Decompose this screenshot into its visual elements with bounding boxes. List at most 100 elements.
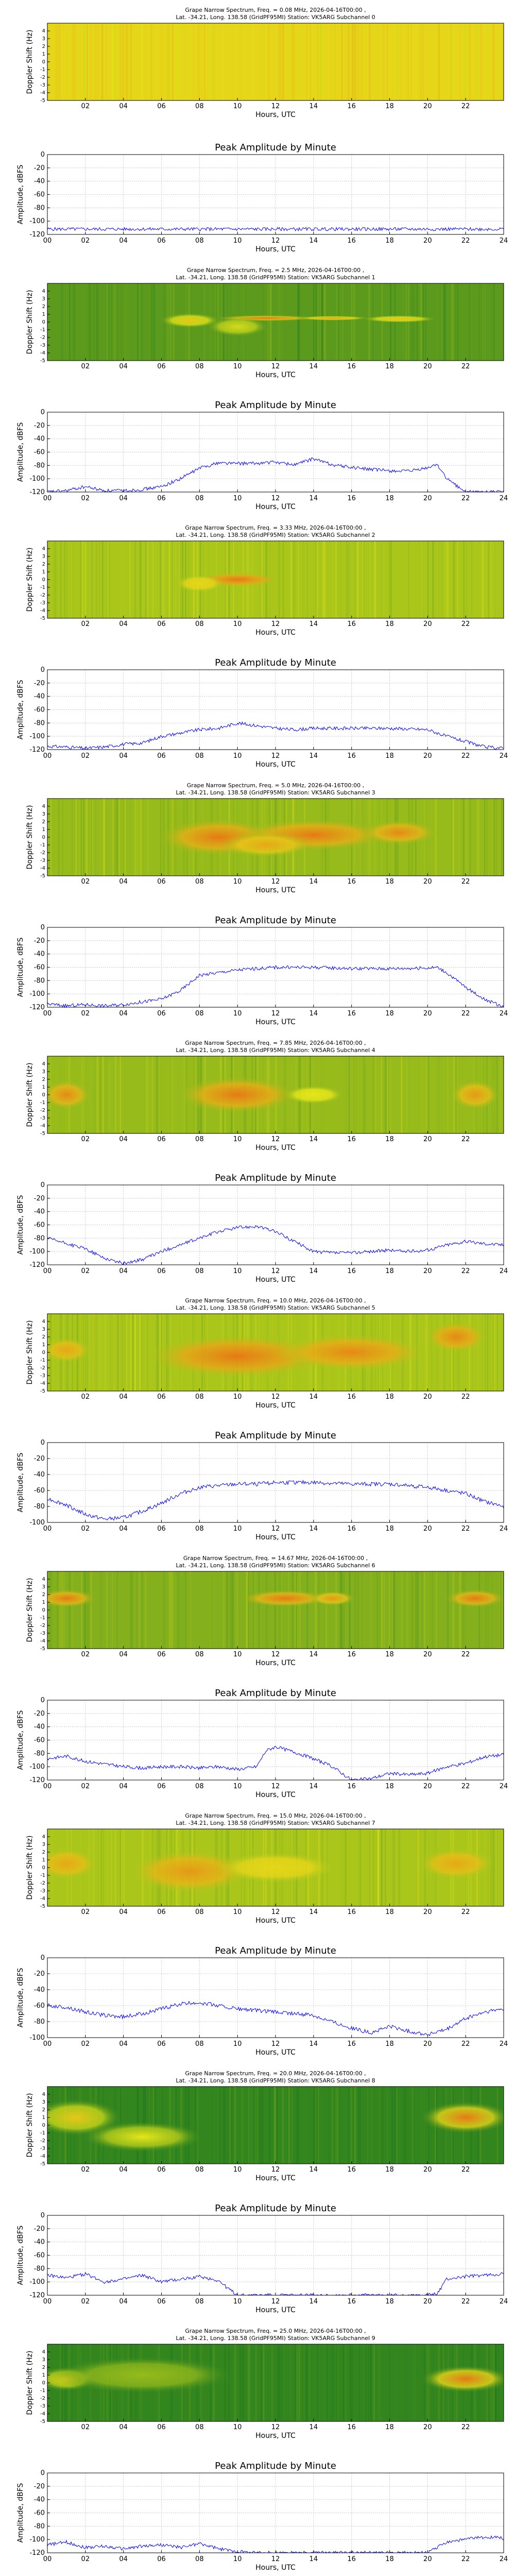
spectrogram-noise-stripe <box>345 2344 347 2421</box>
spectrogram-noise-stripe <box>323 283 325 361</box>
spectrogram-title-line2: Lat. -34.21, Long. 138.58 (GridPF95MI) S… <box>176 2335 375 2342</box>
spectrogram-noise-stripe <box>389 2344 390 2421</box>
y-tick-label: -100 <box>29 990 45 998</box>
spectrogram-area <box>47 283 504 361</box>
x-tick-label: 08 <box>195 1393 204 1401</box>
spectrogram-noise-stripe <box>351 283 353 361</box>
spectrogram-noise-stripe <box>78 799 81 876</box>
spectrogram-noise-stripe <box>362 1056 364 1133</box>
spectrogram-noise-stripe <box>223 2087 225 2164</box>
spectrogram-noise-stripe <box>159 1056 160 1133</box>
spectrogram-noise-stripe <box>143 23 145 100</box>
x-tick-label: 20 <box>423 1010 432 1018</box>
y-tick-label: -1 <box>40 327 45 333</box>
spectrogram-noise-stripe <box>134 799 135 876</box>
spectrogram-noise-stripe <box>453 1571 455 1649</box>
spectrogram-noise-stripe <box>431 1571 432 1649</box>
spectrogram-noise-stripe <box>340 1829 342 1906</box>
spectrogram-noise-stripe <box>161 23 162 100</box>
spectrogram-noise-stripe <box>103 1056 105 1133</box>
y-tick-label: 1 <box>42 1600 45 1605</box>
spectrogram-noise-stripe <box>139 1314 141 1391</box>
x-tick-label: 16 <box>347 1136 356 1143</box>
y-tick-label: 0 <box>41 1181 45 1189</box>
y-tick-label: 0 <box>41 666 45 674</box>
x-tick-label: 14 <box>310 620 318 628</box>
spectrogram-noise-stripe <box>354 2087 356 2164</box>
spectrogram-noise-stripe <box>228 2344 230 2421</box>
spectrogram-noise-stripe <box>146 541 148 618</box>
spectrogram-noise-stripe <box>242 2344 244 2421</box>
spectrogram-noise-stripe <box>324 1571 327 1649</box>
y-tick-label: -20 <box>34 422 45 430</box>
x-tick-label: 10 <box>233 1393 242 1401</box>
y-tick-label: -20 <box>34 1195 45 1202</box>
spectrogram-title-line2: Lat. -34.21, Long. 138.58 (GridPF95MI) S… <box>176 1820 375 1826</box>
spectrogram-noise-stripe <box>247 2344 250 2421</box>
spectrogram-noise-stripe <box>441 799 442 876</box>
spectrogram-noise-stripe <box>331 2344 332 2421</box>
spectrogram-noise-stripe <box>373 2344 375 2421</box>
spectrogram-noise-stripe <box>414 2344 416 2421</box>
spectrogram-noise-stripe <box>140 541 142 618</box>
spectrogram-noise-stripe <box>363 2344 364 2421</box>
spectrogram-noise-stripe <box>116 283 118 361</box>
spectrogram-noise-stripe <box>299 1571 301 1649</box>
x-axis-label: Hours, UTC <box>255 760 296 769</box>
x-tick-label: 06 <box>157 752 166 760</box>
x-axis-label: Hours, UTC <box>255 2432 296 2440</box>
x-tick-label: 04 <box>119 752 128 760</box>
spectrogram-noise-stripe <box>140 799 142 876</box>
spectrogram-noise-stripe <box>88 23 89 100</box>
x-tick-label: 04 <box>119 2040 128 2048</box>
spectrogram-noise-stripe <box>360 1829 362 1906</box>
spectrogram-noise-stripe <box>346 1056 348 1133</box>
spectrogram-noise-stripe <box>459 1571 461 1649</box>
x-tick-label: 14 <box>310 2298 318 2306</box>
spectrogram-signal-blob <box>418 1848 494 1879</box>
spectrogram-noise-stripe <box>420 23 422 100</box>
x-axis-label: Hours, UTC <box>255 111 296 119</box>
y-axis-label: Doppler Shift (Hz) <box>26 1320 34 1385</box>
spectrogram-noise-stripe <box>390 541 392 618</box>
y-tick-label: -80 <box>34 1750 45 1757</box>
spectrogram-noise-stripe <box>62 799 63 876</box>
amplitude-panel-9: Peak Amplitude by Minute 00 02 04 06 08 10 12 14… <box>16 2461 508 2572</box>
spectrogram-noise-stripe <box>184 2087 187 2164</box>
x-tick-label: 12 <box>271 1525 280 1533</box>
y-tick-label: 0 <box>41 1439 45 1447</box>
spectrogram-noise-stripe <box>470 541 472 618</box>
spectrogram-noise-stripe <box>472 283 474 361</box>
x-tick-label: 08 <box>195 363 204 370</box>
spectrogram-noise-stripe <box>343 1571 345 1649</box>
x-tick-label: 16 <box>347 363 356 370</box>
y-tick-label: -60 <box>34 191 45 199</box>
spectrogram-noise-stripe <box>411 541 414 618</box>
spectrogram-noise-stripe <box>255 2344 258 2421</box>
spectrogram-noise-stripe <box>116 1571 118 1649</box>
x-tick-label: 14 <box>310 237 318 245</box>
spectrogram-noise-stripe <box>421 283 422 361</box>
spectrogram-noise-stripe <box>494 541 496 618</box>
x-tick-label: 24 <box>500 1783 508 1790</box>
spectrogram-noise-stripe <box>398 1829 401 1906</box>
y-tick-label: 1 <box>42 569 45 575</box>
x-tick-label: 16 <box>347 2424 356 2431</box>
y-axis-label: Amplitude, dBFS <box>16 2483 25 2543</box>
spectrogram-noise-stripe <box>91 1571 92 1649</box>
spectrogram-noise-stripe <box>269 283 271 361</box>
spectrogram-noise-stripe <box>401 1056 403 1133</box>
spectrogram-noise-stripe <box>174 541 175 618</box>
spectrogram-noise-stripe <box>371 1571 373 1649</box>
y-tick-label: 3 <box>42 1327 45 1332</box>
spectrogram-noise-stripe <box>302 541 304 618</box>
y-tick-label: -120 <box>29 746 45 754</box>
spectrogram-noise-stripe <box>141 283 143 361</box>
spectrogram-noise-stripe <box>101 1571 102 1649</box>
spectrogram-noise-stripe <box>474 799 475 876</box>
spectrogram-noise-stripe <box>197 2087 198 2164</box>
spectrogram-noise-stripe <box>170 541 173 618</box>
amplitude-panel-8: Peak Amplitude by Minute 00 02 04 06 08 10 12 14… <box>16 2203 508 2314</box>
y-tick-label: -3 <box>40 1631 45 1636</box>
spectrogram-title-line2: Lat. -34.21, Long. 138.58 (GridPF95MI) S… <box>176 789 375 796</box>
